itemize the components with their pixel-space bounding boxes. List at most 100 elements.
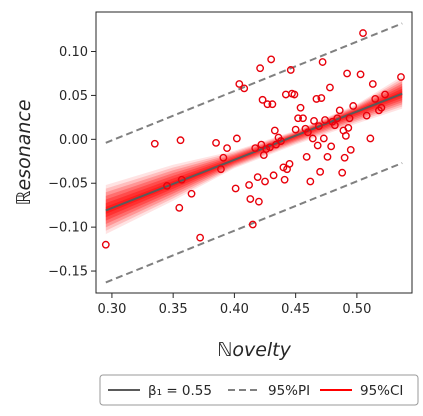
scatter-point [315, 122, 323, 131]
scatter-point [177, 175, 186, 184]
scatter-point [163, 181, 171, 190]
scatter-point [377, 103, 386, 112]
scatter-point [232, 134, 241, 143]
scatter-point [248, 220, 257, 229]
scatter-point [312, 95, 321, 103]
scatter-point [296, 103, 305, 112]
scatter-point [330, 121, 339, 130]
legend-frame [99, 374, 419, 406]
scatter-point [306, 177, 315, 186]
scatter-point [333, 114, 342, 123]
scatter-point [256, 64, 265, 73]
scatter-point [254, 197, 263, 206]
scatter-point [321, 116, 329, 124]
ci-band-layer [105, 76, 403, 235]
scatter-point [246, 195, 255, 203]
scatter-point [359, 29, 367, 37]
y-axis-label: ℝesonance [13, 99, 35, 205]
scatter-point [366, 134, 375, 143]
scatter-point [175, 203, 184, 212]
scatter-point [212, 138, 220, 147]
scatter-point [323, 152, 332, 161]
scatter-point [341, 131, 350, 140]
ci-band-layer [105, 81, 403, 228]
legend-label-pi: 95%PI [268, 383, 310, 399]
legend: β₁ = 0.55 95%PI 95%CI [99, 374, 419, 406]
scatter-point [272, 140, 280, 149]
scatter-point [291, 125, 300, 134]
scatter-point [290, 90, 299, 99]
pi-upper-line [105, 22, 403, 144]
scatter-point [251, 144, 260, 153]
scatter-point [266, 143, 274, 152]
scatter-point [217, 165, 225, 174]
scatter-point [223, 144, 231, 153]
scatter-point [101, 240, 110, 249]
y-tick-label: 0.00 [59, 133, 88, 148]
y-tick-label: −0.10 [48, 221, 88, 236]
ci-band-layer [105, 86, 403, 221]
scatter-point [294, 114, 302, 123]
y-tick-label: 0.05 [59, 89, 88, 104]
x-tick-label: 0.30 [97, 302, 126, 317]
scatter-point [277, 137, 285, 145]
scatter-point [268, 100, 277, 109]
scatter-point [286, 66, 295, 74]
scatter-point [302, 152, 311, 161]
scatter-point [335, 106, 344, 115]
scatter-point [346, 145, 355, 154]
scatter-point [269, 171, 278, 180]
x-tick-label: 0.35 [159, 302, 188, 317]
scatter-point [235, 80, 244, 88]
scatter-point [326, 83, 334, 92]
scatter-point [263, 100, 272, 109]
scatter-point [318, 58, 327, 66]
scatter-point [317, 94, 326, 102]
scatter-point [319, 134, 328, 143]
scatter-point [356, 70, 365, 79]
scatter-point [270, 126, 279, 135]
scatter-point [303, 128, 312, 137]
scatter-point [231, 184, 240, 193]
x-tick-label: 0.40 [220, 302, 249, 317]
y-tick-label: 0.10 [59, 45, 88, 60]
scatter-point [308, 134, 317, 143]
scatter-point [310, 116, 318, 125]
fit-line [105, 92, 403, 212]
scatter-point [257, 140, 266, 149]
scatter-point [344, 124, 353, 132]
y-axis: −0.15 −0.10 −0.05 0.00 0.05 0.10 [48, 45, 96, 280]
scatter-point [316, 167, 325, 176]
scatter-point [258, 95, 267, 104]
x-tick-label: 0.45 [281, 302, 310, 317]
scatter-point [240, 84, 249, 93]
ci-band-layer [105, 78, 403, 231]
scatter-point [176, 136, 185, 145]
scatter-points [101, 29, 405, 249]
legend-label-ci: 95%CI [360, 383, 403, 399]
scatter-point [349, 102, 358, 110]
scatter-point [262, 145, 271, 153]
ci-band-layer [105, 83, 403, 225]
scatter-point [381, 90, 389, 99]
scatter-point [245, 181, 254, 189]
scatter-point [397, 73, 405, 81]
scatter-point [313, 141, 322, 150]
scatter-point [345, 114, 354, 123]
scatter-point [338, 168, 347, 177]
scatter-point [219, 153, 228, 162]
scatter-point [281, 90, 290, 99]
plot-frame [95, 11, 413, 294]
scatter-point [280, 175, 289, 184]
x-axis: 0.30 0.35 0.40 0.45 0.50 [97, 293, 371, 317]
scatter-point [362, 111, 371, 120]
legend-label-fit: β₁ = 0.55 [148, 383, 212, 399]
scatter-point [343, 69, 351, 78]
pi-lower-line [105, 162, 403, 284]
scatter-point [261, 177, 269, 186]
scatter-point [285, 160, 294, 168]
scatter-point [150, 139, 159, 148]
scatter-point [279, 163, 288, 172]
scatter-point [196, 233, 205, 242]
